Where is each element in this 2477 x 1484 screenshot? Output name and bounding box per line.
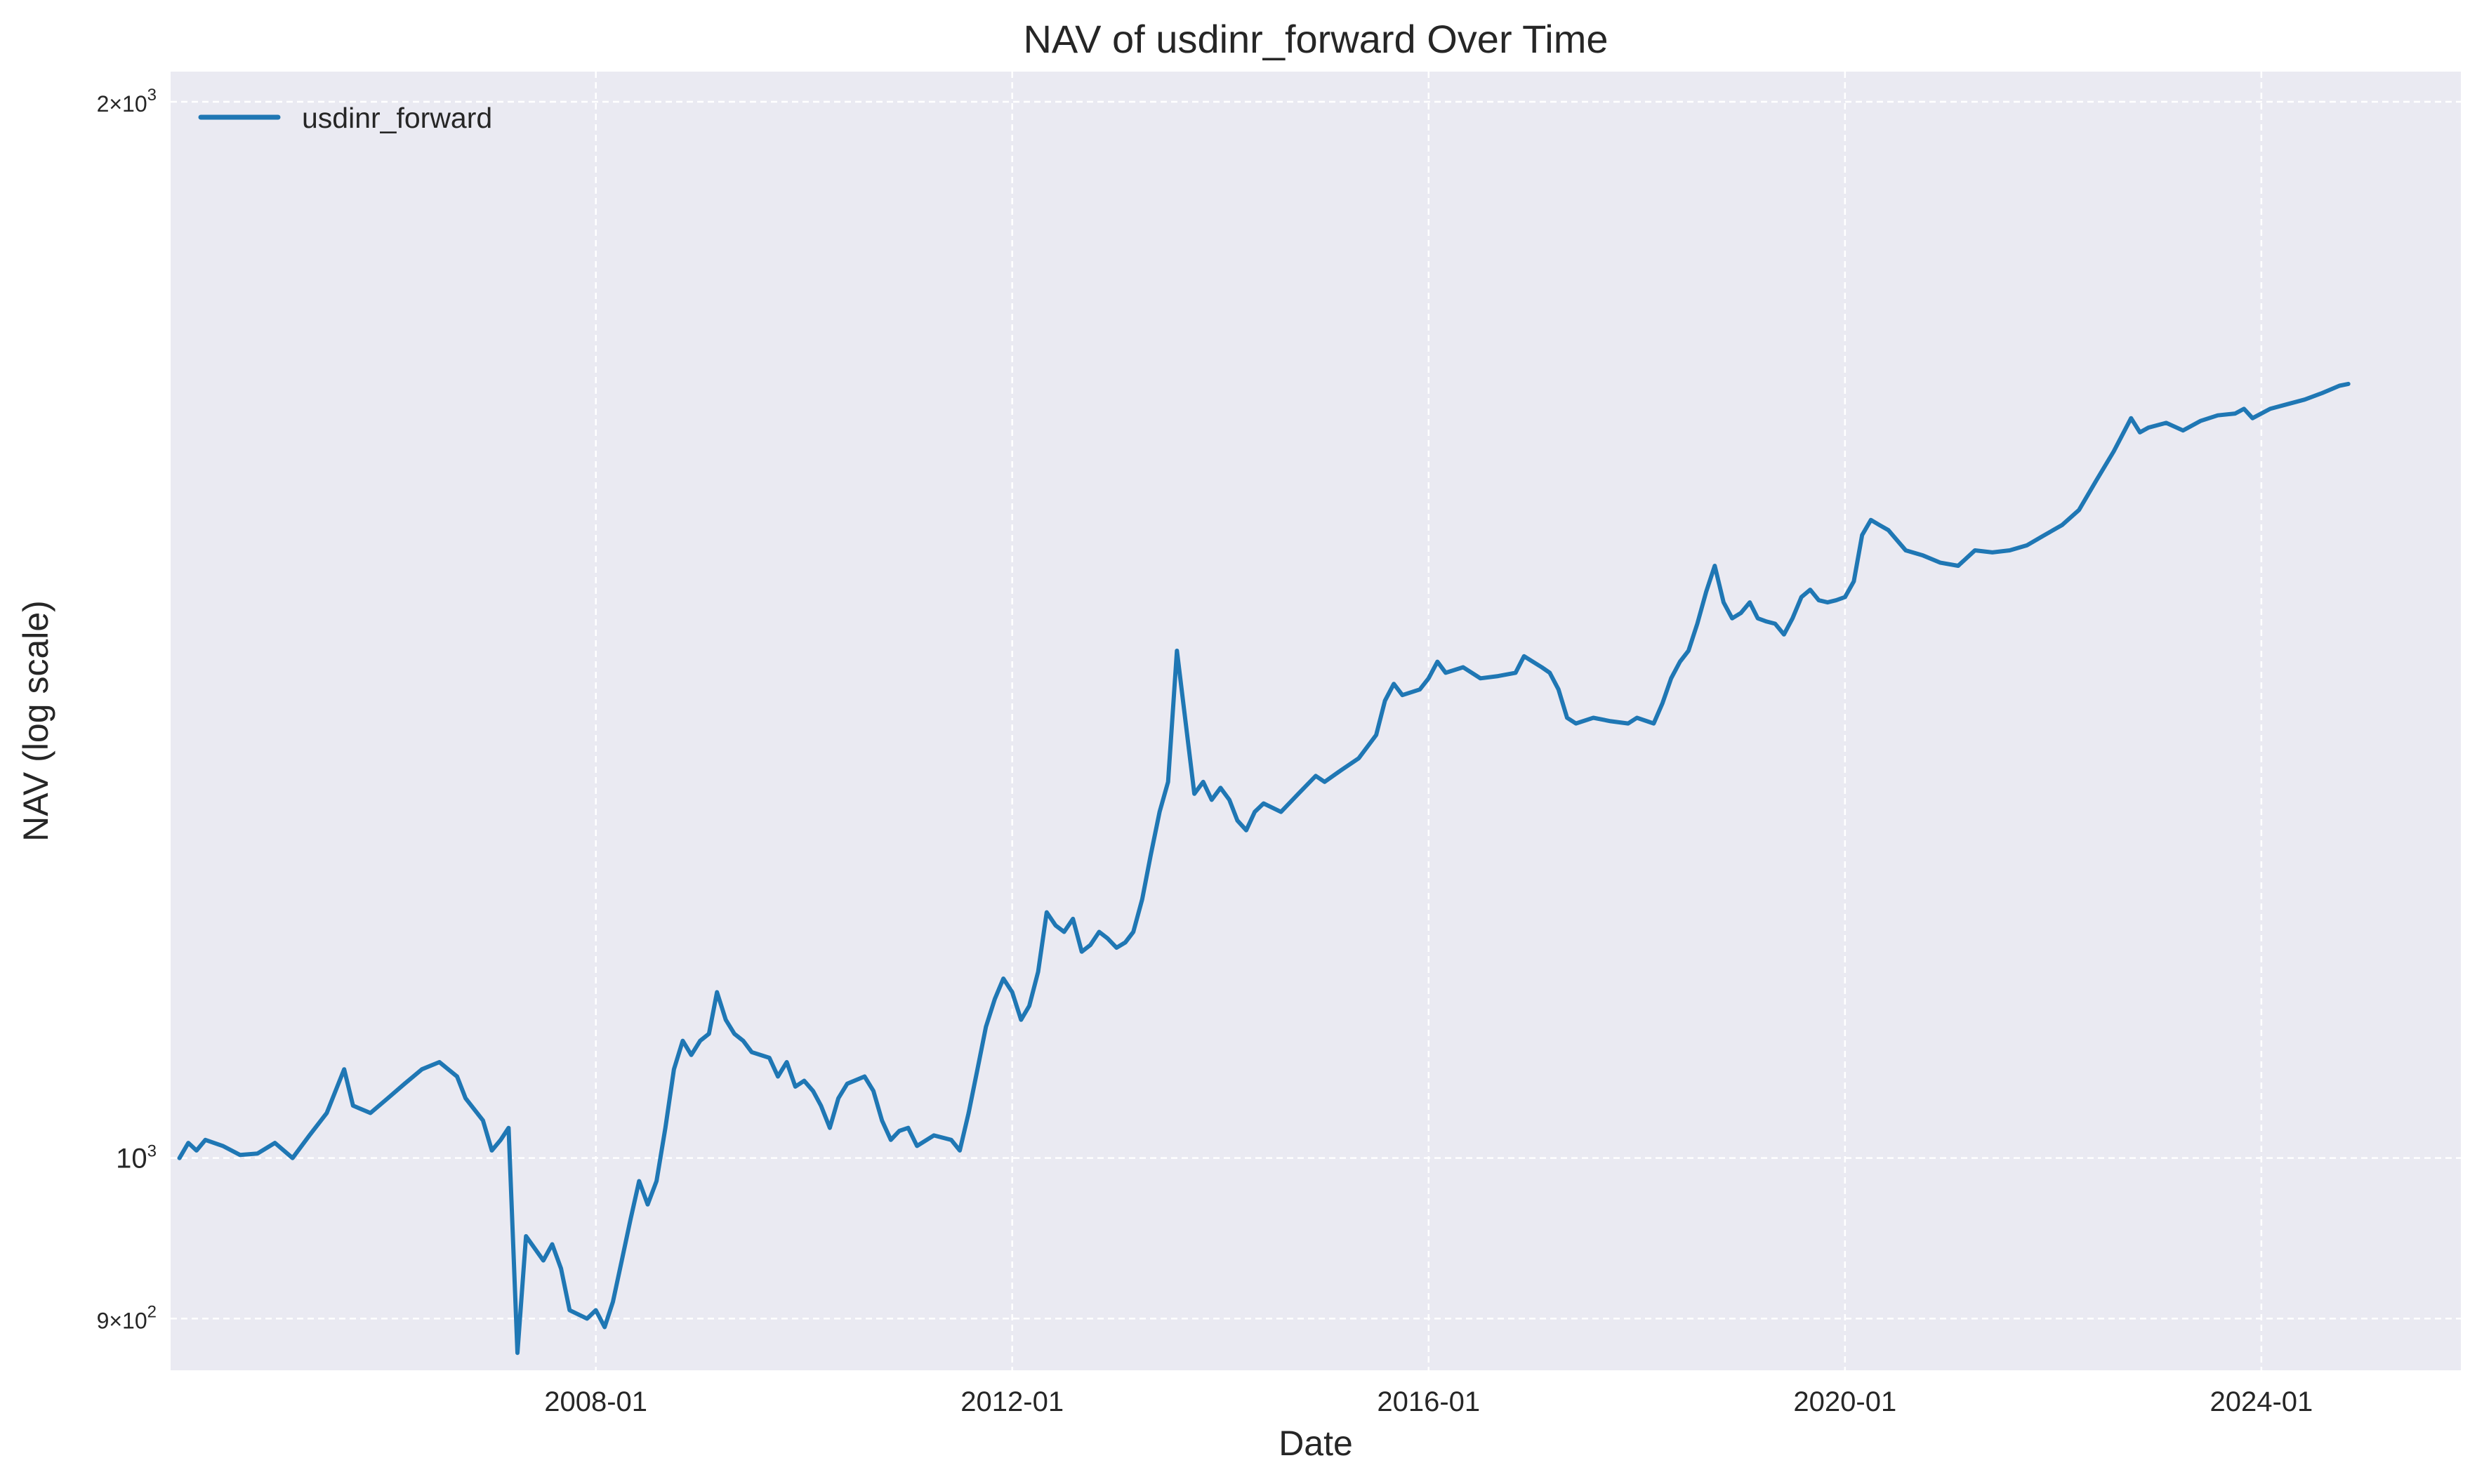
series-layer <box>177 381 2351 1356</box>
y-tick-label: 9×102 <box>97 1302 157 1333</box>
legend-label: usdinr_forward <box>302 102 492 134</box>
legend: usdinr_forward <box>198 102 492 134</box>
x-tick-label: 2012-01 <box>960 1386 1064 1417</box>
grid-lines <box>171 72 2461 1370</box>
x-axis-label: Date <box>1279 1424 1353 1463</box>
y-tick-label: 2×103 <box>97 86 157 117</box>
series-line <box>177 381 2351 1356</box>
x-tick-label: 2020-01 <box>1793 1386 1896 1417</box>
x-tick-label: 2016-01 <box>1377 1386 1480 1417</box>
chart-title: NAV of usdinr_forward Over Time <box>1023 17 1608 61</box>
plot-area <box>171 72 2461 1370</box>
y-tick-label: 103 <box>116 1142 157 1174</box>
y-axis-label: NAV (log scale) <box>16 600 55 842</box>
x-tick-label: 2024-01 <box>2210 1386 2313 1417</box>
y-tick-labels: 9×102 103 2×103 <box>97 86 157 1333</box>
x-tick-labels: 2008-01 2012-01 2016-01 2020-01 2024-01 <box>544 1386 2313 1417</box>
x-tick-label: 2008-01 <box>544 1386 647 1417</box>
